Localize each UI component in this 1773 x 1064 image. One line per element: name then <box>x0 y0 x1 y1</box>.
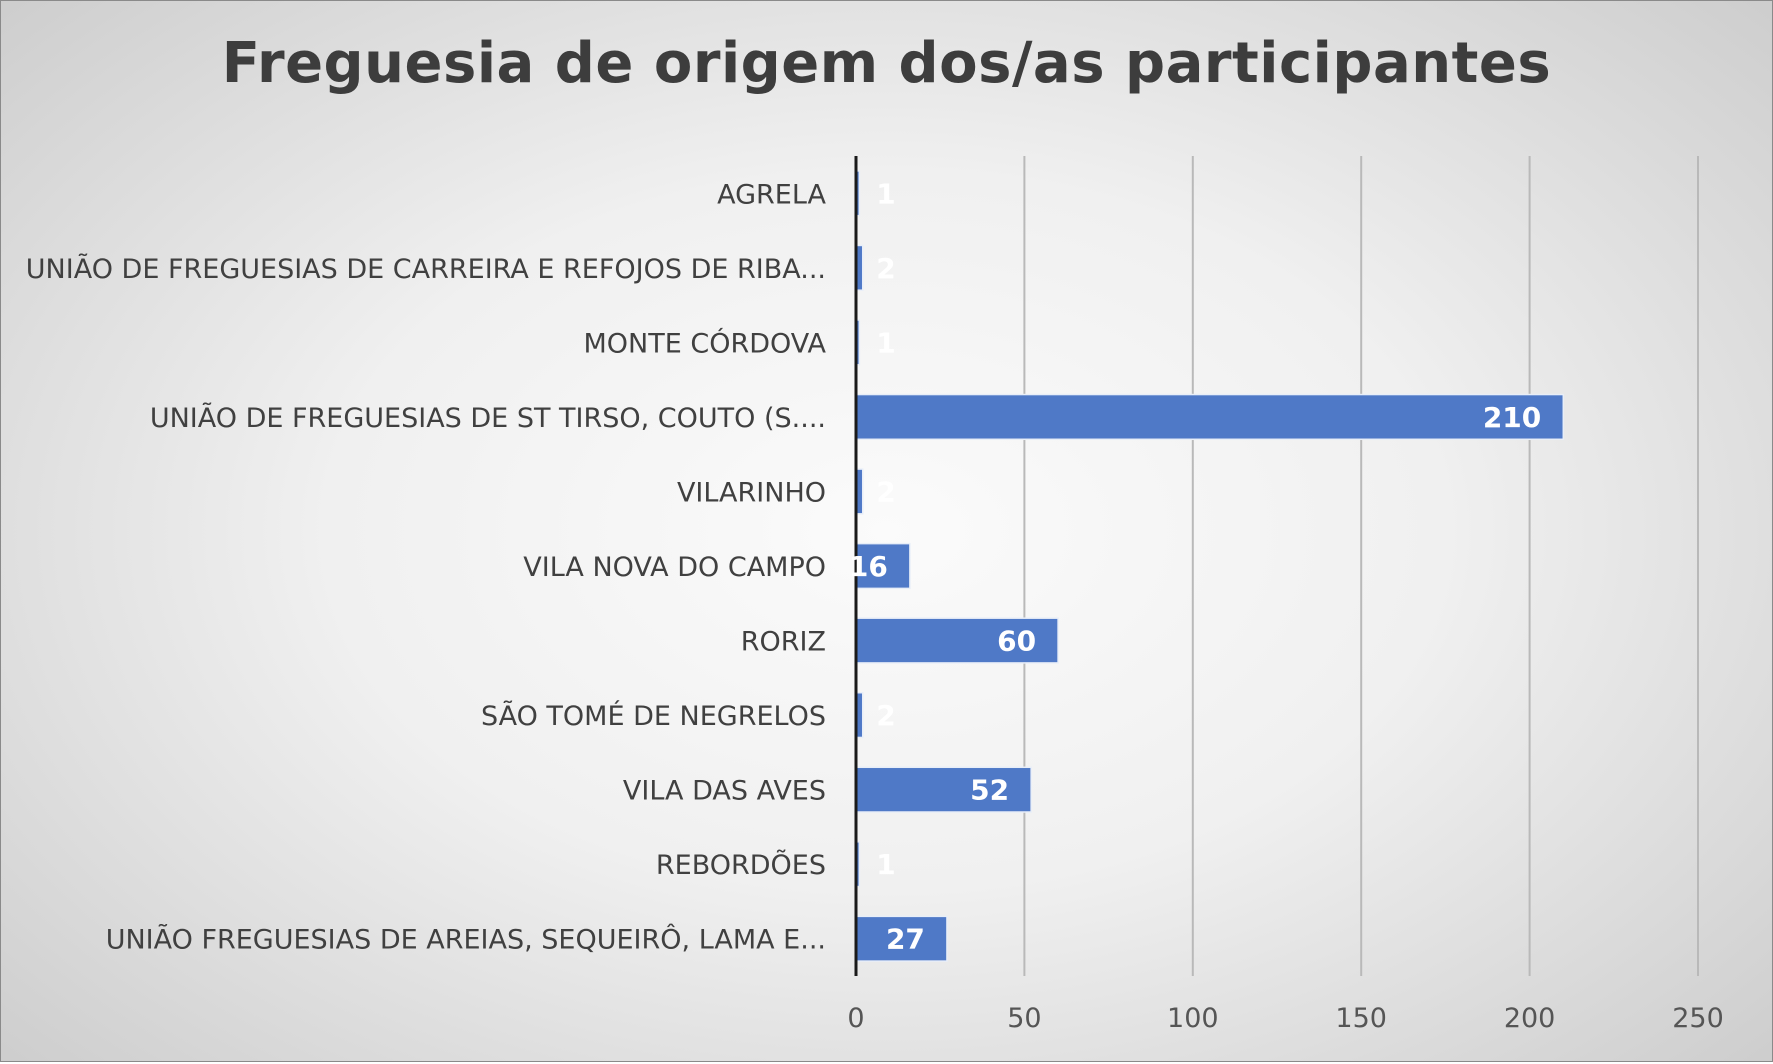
value-label: 27 <box>886 923 925 956</box>
category-label: VILA DAS AVES <box>623 776 826 807</box>
category-label: REBORDÕES <box>656 849 826 881</box>
value-label: 2 <box>876 699 895 732</box>
x-tick-label: 250 <box>1672 1003 1724 1034</box>
category-label: UNIÃO DE FREGUESIAS DE ST TIRSO, COUTO (… <box>150 402 826 434</box>
category-label: VILARINHO <box>677 477 826 508</box>
value-label: 60 <box>997 625 1036 658</box>
bar <box>855 393 1565 441</box>
value-label: 210 <box>1483 401 1541 434</box>
value-label: 16 <box>849 550 888 583</box>
category-label: UNIÃO DE FREGUESIAS DE CARREIRA E REFOJO… <box>26 253 826 285</box>
gridlines <box>1023 156 1699 976</box>
bar <box>855 766 1032 813</box>
x-tick-label: 50 <box>1007 1003 1041 1034</box>
labels: 0 50 100 150 200 250 AGRELA 1 UNIÃO DE FREGUESIA… <box>26 177 1724 1034</box>
value-label: 1 <box>876 177 895 210</box>
category-label: VILA NOVA DO CAMPO <box>523 552 826 583</box>
x-tick-label: 150 <box>1335 1003 1387 1034</box>
value-label: 2 <box>876 475 895 508</box>
x-tick-label: 0 <box>847 1003 864 1034</box>
chart-title: Freguesia de origem dos/as participantes <box>221 31 1552 96</box>
value-label: 1 <box>876 848 895 881</box>
bar <box>855 617 1059 664</box>
category-label: SÃO TOMÉ DE NEGRELOS <box>481 700 826 732</box>
x-tick-label: 100 <box>1167 1003 1219 1034</box>
category-label: UNIÃO FREGUESIAS DE AREIAS, SEQUEIRÔ, LA… <box>106 924 826 956</box>
bar <box>855 542 911 590</box>
bar <box>855 915 948 962</box>
category-label: AGRELA <box>717 179 826 210</box>
value-label: 1 <box>876 326 895 359</box>
value-label: 52 <box>970 774 1009 807</box>
category-label: RORIZ <box>741 627 826 658</box>
category-label: MONTE CÓRDOVA <box>583 327 826 359</box>
value-label: 2 <box>876 252 895 285</box>
bars <box>855 170 1565 962</box>
x-tick-label: 200 <box>1504 1003 1556 1034</box>
